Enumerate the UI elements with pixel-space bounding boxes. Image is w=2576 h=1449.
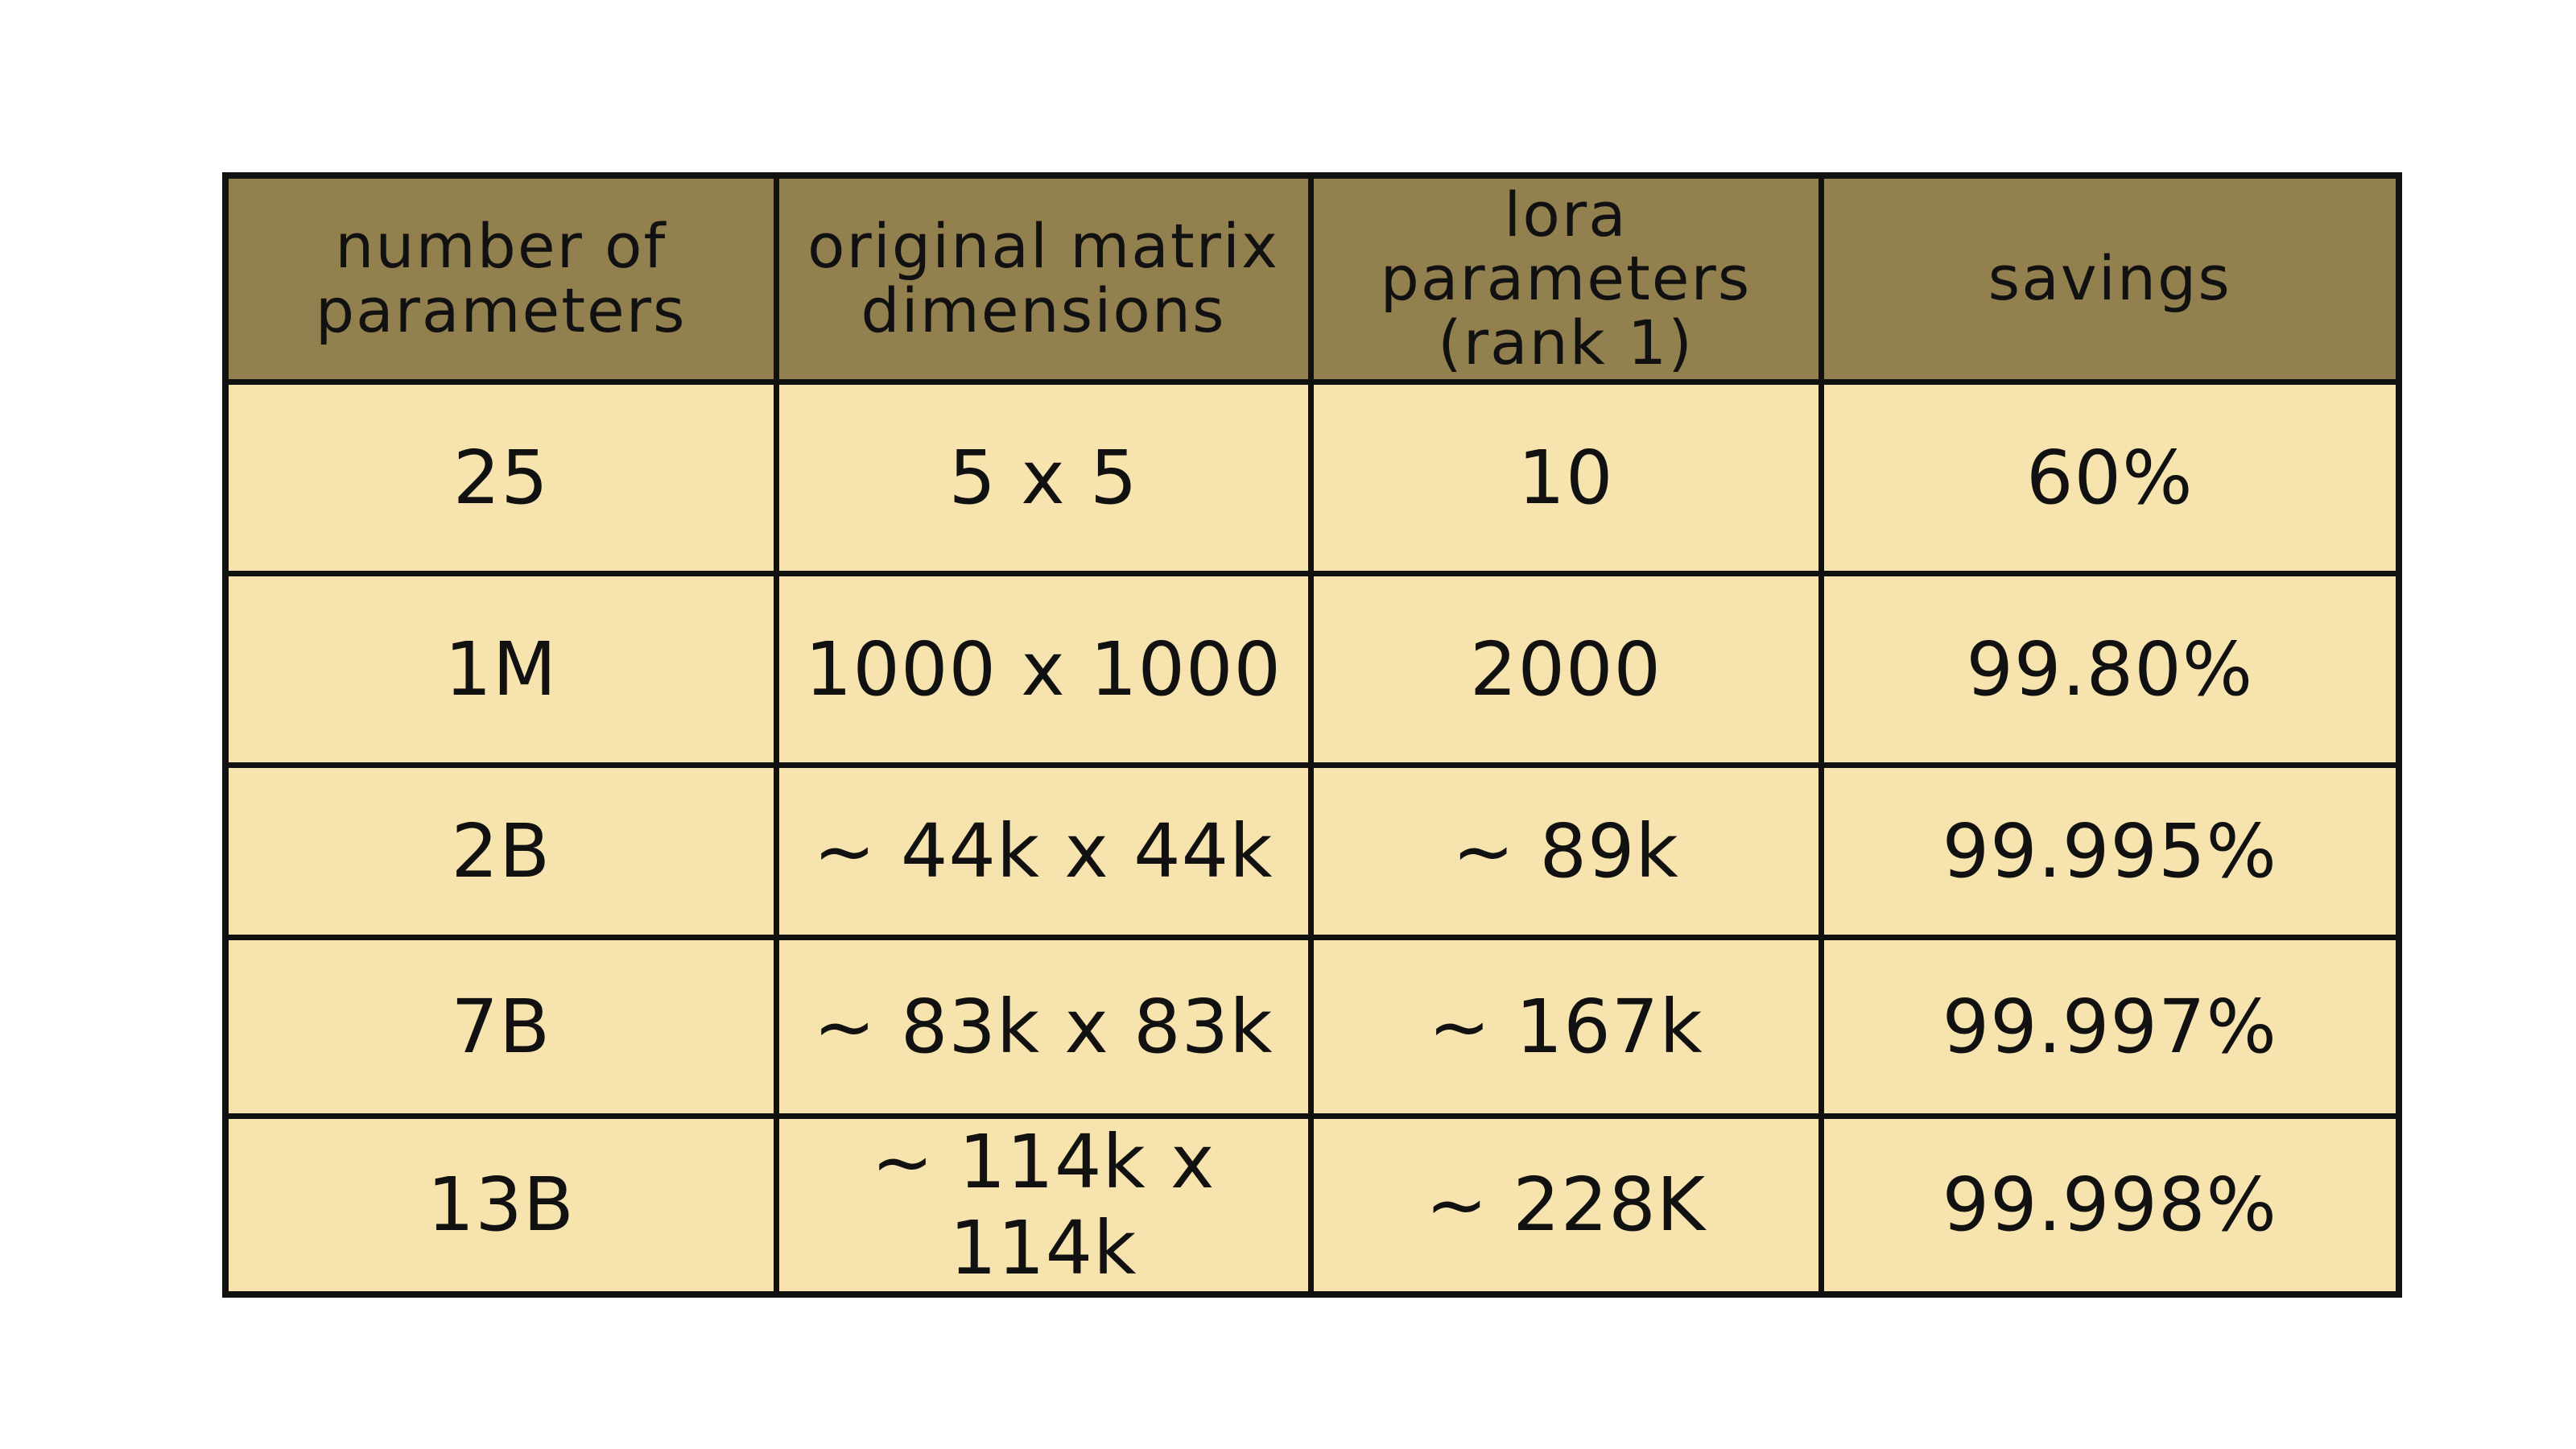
cell-lora-parameters: ~ 228K	[1307, 1113, 1824, 1297]
header-savings: savings	[1818, 172, 2402, 385]
cell-lora-parameters: 2000	[1307, 570, 1824, 768]
cell-savings: 99.997%	[1818, 934, 2402, 1119]
cell-savings: 99.998%	[1818, 1113, 2402, 1297]
cell-matrix-dimensions: 1000 x 1000	[773, 570, 1314, 768]
lora-savings-table: number of parameters original matrix dim…	[222, 172, 2402, 1298]
table-row: 2B ~ 44k x 44k ~ 89k 99.995%	[222, 762, 2402, 940]
cell-lora-parameters: ~ 89k	[1307, 762, 1824, 940]
cell-matrix-dimensions: ~ 114k x 114k	[773, 1113, 1314, 1297]
header-original-matrix-dimensions: original matrix dimensions	[773, 172, 1314, 385]
table-row: 13B ~ 114k x 114k ~ 228K 99.998%	[222, 1113, 2402, 1297]
header-number-of-parameters: number of parameters	[222, 172, 779, 385]
cell-savings: 99.80%	[1818, 570, 2402, 768]
table-row: 25 5 x 5 10 60%	[222, 378, 2402, 576]
cell-savings: 99.995%	[1818, 762, 2402, 940]
table-row: 7B ~ 83k x 83k ~ 167k 99.997%	[222, 934, 2402, 1119]
table-row: 1M 1000 x 1000 2000 99.80%	[222, 570, 2402, 768]
table-header-row: number of parameters original matrix dim…	[222, 172, 2402, 385]
cell-lora-parameters: 10	[1307, 378, 1824, 576]
cell-matrix-dimensions: 5 x 5	[773, 378, 1314, 576]
cell-number-of-parameters: 7B	[222, 934, 779, 1119]
lora-savings-table-container: number of parameters original matrix dim…	[222, 172, 2402, 1298]
cell-lora-parameters: ~ 167k	[1307, 934, 1824, 1119]
cell-matrix-dimensions: ~ 44k x 44k	[773, 762, 1314, 940]
cell-number-of-parameters: 2B	[222, 762, 779, 940]
cell-number-of-parameters: 1M	[222, 570, 779, 768]
cell-number-of-parameters: 13B	[222, 1113, 779, 1297]
cell-matrix-dimensions: ~ 83k x 83k	[773, 934, 1314, 1119]
header-lora-parameters: lora parameters (rank 1)	[1307, 172, 1824, 385]
cell-number-of-parameters: 25	[222, 378, 779, 576]
cell-savings: 60%	[1818, 378, 2402, 576]
